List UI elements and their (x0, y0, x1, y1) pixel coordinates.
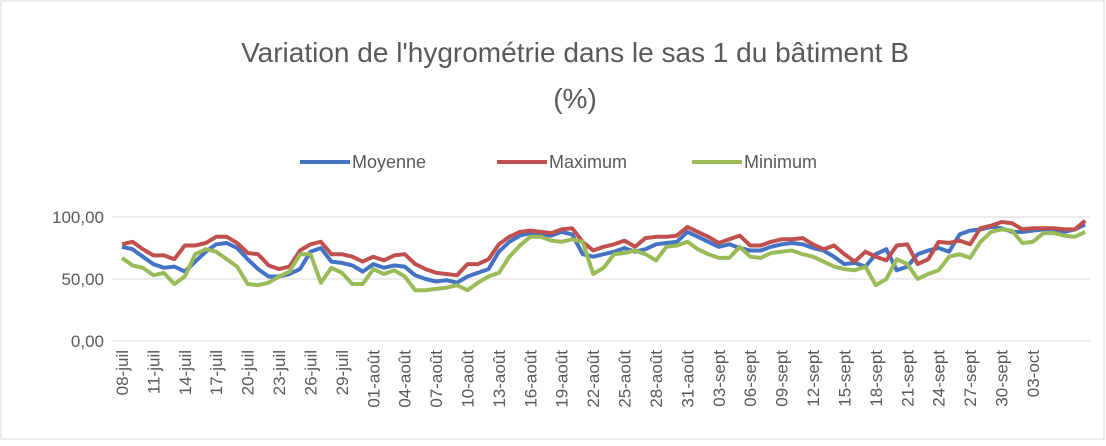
series-line (121, 219, 1087, 278)
chart-subtitle: (%) (553, 83, 597, 114)
x-tick-label: 31-août (678, 350, 697, 408)
x-tick-label: 14-juil (176, 350, 195, 395)
x-tick-label: 12-sept (804, 350, 823, 407)
x-tick-label: 15-sept (835, 350, 854, 407)
x-tick-label: 23-juil (270, 350, 289, 395)
x-tick-label: 09-sept (773, 350, 792, 407)
x-tick-label: 04-août (396, 350, 415, 408)
x-tick-label: 21-sept (898, 350, 917, 407)
x-tick-label: 19-août (553, 350, 572, 408)
x-tick-label: 06-sept (741, 350, 760, 407)
x-tick-label: 03-oct (1024, 350, 1043, 398)
legend-label: Maximum (549, 152, 627, 172)
x-tick-label: 30-sept (992, 350, 1011, 407)
x-tick-label: 20-juil (239, 350, 258, 395)
y-tick-label: 0,00 (71, 332, 104, 351)
x-tick-label: 07-août (427, 350, 446, 408)
x-tick-label: 26-juil (301, 350, 320, 395)
series-line (120, 227, 1087, 293)
x-tick-label: 29-juil (333, 350, 352, 395)
x-tick-label: 18-sept (867, 350, 886, 407)
x-tick-label: 11-juil (144, 350, 163, 394)
y-tick-label: 100,00 (52, 208, 104, 227)
x-tick-label: 17-juil (207, 350, 226, 395)
y-tick-label: 50,00 (61, 270, 104, 289)
x-tick-label: 13-août (490, 350, 509, 408)
x-tick-label: 01-août (364, 350, 383, 408)
x-tick-label: 24-sept (930, 350, 949, 407)
x-tick-label: 25-août (616, 350, 635, 408)
x-tick-label: 22-août (584, 350, 603, 408)
x-tick-label: 10-août (459, 350, 478, 408)
chart-title: Variation de l'hygrométrie dans le sas 1… (241, 37, 909, 68)
x-tick-label: 08-juil (113, 350, 132, 395)
x-tick-label: 27-sept (961, 350, 980, 407)
legend-label: Minimum (744, 152, 817, 172)
x-tick-label: 03-sept (710, 350, 729, 407)
x-tick-label: 28-août (647, 350, 666, 408)
legend-label: Moyenne (352, 152, 426, 172)
x-tick-label: 16-août (521, 350, 540, 408)
